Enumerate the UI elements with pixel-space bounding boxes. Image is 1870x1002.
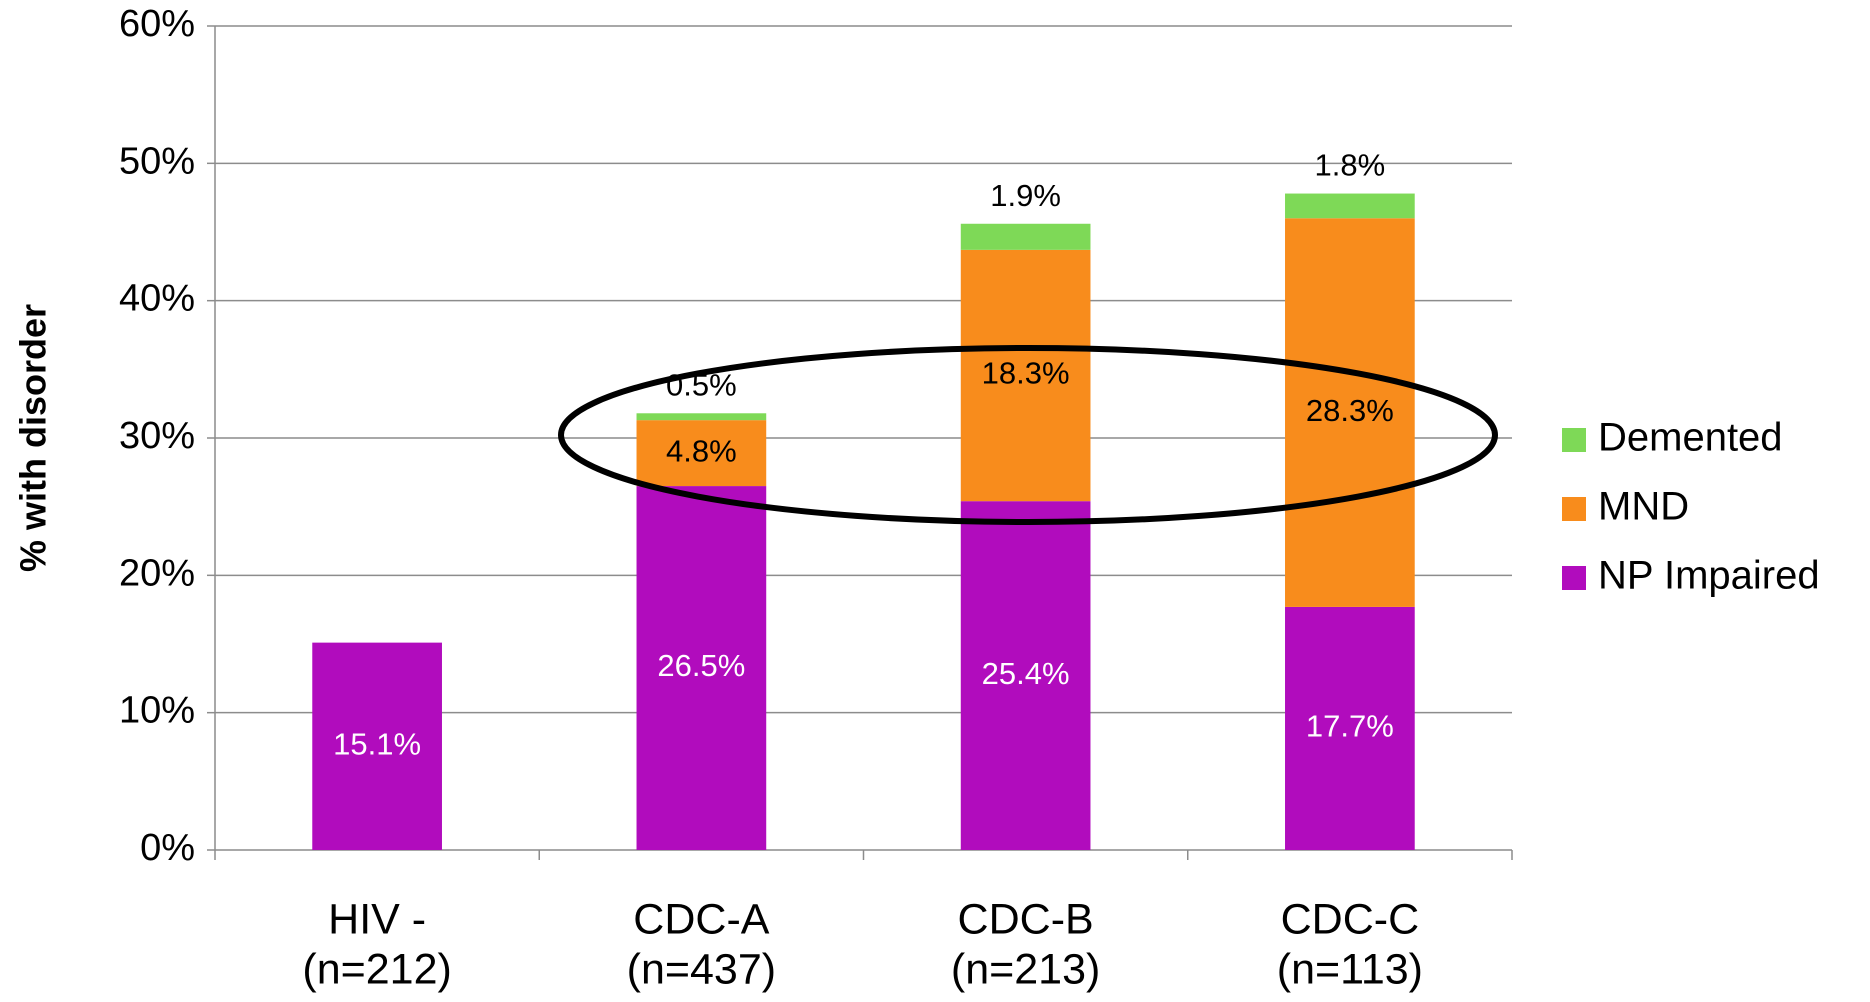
bar-segment bbox=[1285, 193, 1415, 219]
y-tick-label: 60% bbox=[119, 3, 195, 45]
bar-segment bbox=[312, 642, 442, 850]
bar-segment bbox=[1285, 606, 1415, 850]
y-tick-label: 50% bbox=[119, 140, 195, 182]
bar-segment bbox=[960, 249, 1091, 502]
bar-segment bbox=[636, 486, 767, 850]
bar-segment bbox=[636, 413, 767, 421]
x-tick-label: HIV - bbox=[328, 895, 426, 943]
legend-label: MND bbox=[1598, 485, 1689, 529]
data-label: 18.3% bbox=[982, 356, 1070, 391]
data-label: 1.8% bbox=[1315, 148, 1386, 183]
data-label: 4.8% bbox=[666, 433, 737, 468]
x-tick-label: (n=113) bbox=[1277, 945, 1423, 993]
legend-swatch bbox=[1562, 497, 1586, 521]
x-tick-label: CDC-C bbox=[1281, 895, 1420, 943]
data-label: 15.1% bbox=[333, 727, 421, 762]
plot: 0% 10% 20% 30% 40% 50% 60% HIV -(n=212) 15.1% CDC… bbox=[119, 3, 1820, 993]
legend-label: NP Impaired bbox=[1598, 554, 1820, 598]
data-label: 17.7% bbox=[1306, 709, 1394, 744]
y-tick-label: 30% bbox=[119, 415, 195, 457]
data-label: 25.4% bbox=[982, 656, 1070, 691]
y-tick-label: 20% bbox=[119, 552, 195, 594]
y-tick-label: 40% bbox=[119, 278, 195, 320]
bar-segment bbox=[636, 420, 767, 487]
legend-swatch bbox=[1562, 428, 1586, 452]
x-tick-label: (n=437) bbox=[627, 945, 776, 993]
x-tick-label: (n=213) bbox=[951, 945, 1100, 993]
x-tick-label: CDC-B bbox=[958, 895, 1094, 943]
bar-segment bbox=[960, 501, 1091, 850]
y-tick-label: 0% bbox=[140, 827, 195, 869]
bar-segment bbox=[1285, 218, 1415, 607]
x-tick-label: (n=212) bbox=[302, 945, 451, 993]
legend-label: Demented bbox=[1598, 416, 1783, 460]
data-label: 26.5% bbox=[657, 648, 745, 683]
y-axis-label: % with disorder bbox=[13, 304, 54, 572]
data-label: 1.9% bbox=[990, 178, 1061, 213]
y-tick-label: 10% bbox=[119, 690, 195, 732]
legend-swatch bbox=[1562, 566, 1586, 590]
bar-segment bbox=[960, 223, 1091, 250]
highlight-ellipse bbox=[558, 345, 1498, 525]
x-tick-label: CDC-A bbox=[633, 895, 769, 943]
data-label: 28.3% bbox=[1306, 393, 1394, 428]
